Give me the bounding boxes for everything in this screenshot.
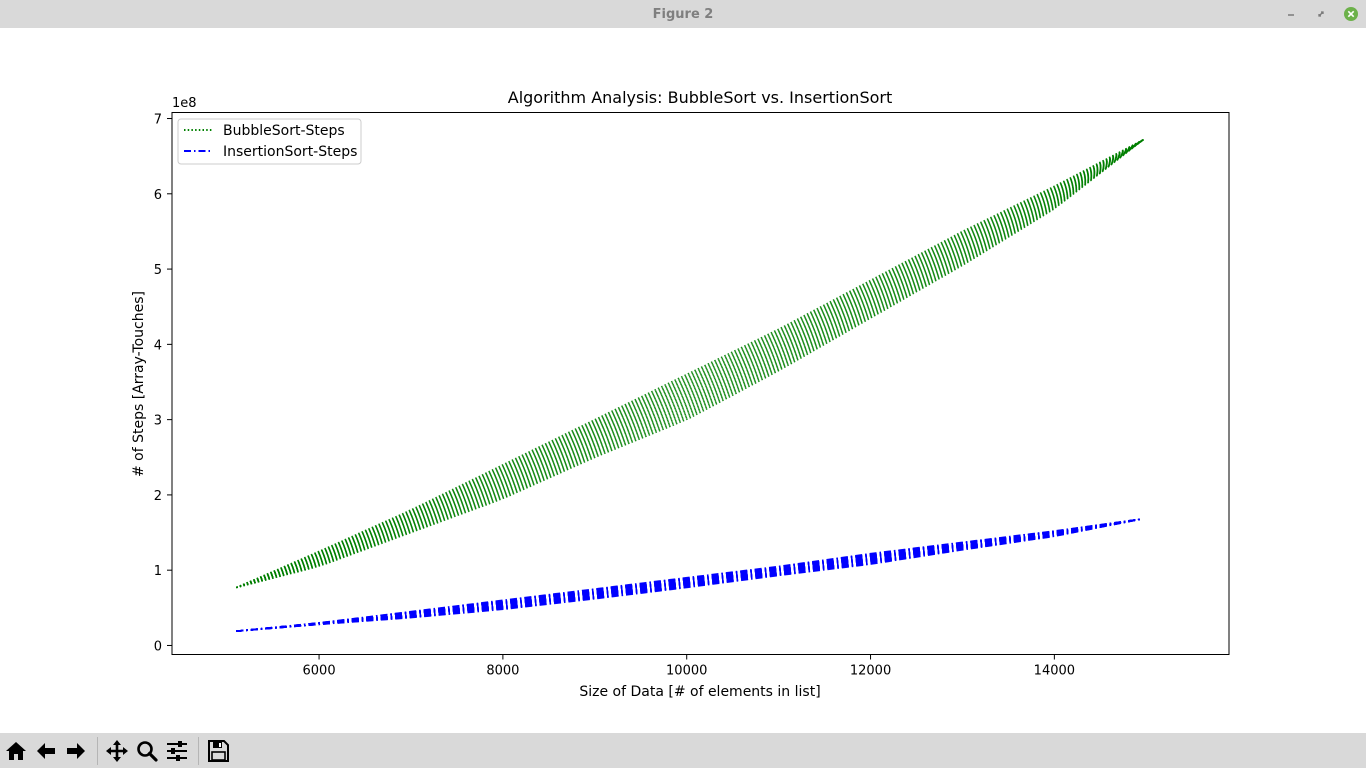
legend-box	[177, 118, 362, 165]
zoom-button[interactable]	[134, 737, 160, 765]
legend-label-insertionsort: InsertionSort-Steps	[223, 144, 357, 160]
save-floppy-icon	[208, 740, 229, 762]
y-axis-ticks: 0 1 2 3 4 5 6 7	[154, 113, 172, 654]
series-line	[236, 138, 1144, 589]
series-line	[236, 138, 1144, 589]
x-tick-label: 6000	[303, 664, 336, 679]
x-axis-ticks: 6000 8000 10000 12000 14000	[303, 654, 1075, 679]
y-tick-label: 5	[154, 263, 162, 278]
series-line	[236, 139, 1144, 589]
series-line	[236, 138, 1144, 589]
series-line	[236, 138, 1144, 589]
y-offset-label: 1e8	[172, 96, 197, 111]
x-tick-label: 8000	[486, 664, 519, 679]
series-line	[236, 138, 1144, 589]
series-line	[236, 138, 1144, 589]
x-tick-label: 12000	[850, 664, 891, 679]
home-icon	[6, 742, 26, 760]
series-line	[236, 138, 1144, 589]
legend-label-bubblesort: BubbleSort-Steps	[223, 123, 345, 139]
series-line	[236, 138, 1144, 589]
y-tick-label: 6	[154, 188, 162, 203]
series-line	[236, 138, 1144, 589]
configure-subplots-icon	[167, 741, 187, 761]
y-tick-label: 7	[154, 113, 162, 128]
series-line	[236, 138, 1144, 589]
toolbar-separator	[198, 737, 199, 765]
series-line	[236, 518, 1142, 632]
close-button[interactable]	[1342, 5, 1359, 22]
chart-title: Algorithm Analysis: BubbleSort vs. Inser…	[508, 88, 892, 107]
close-icon	[1343, 6, 1358, 21]
y-tick-label: 2	[154, 489, 162, 504]
window-titlebar: Figure 2	[0, 0, 1366, 28]
forward-button[interactable]	[63, 737, 89, 765]
window-title: Figure 2	[652, 7, 714, 22]
series-line	[236, 138, 1144, 589]
y-tick-label: 3	[154, 414, 162, 429]
series-bubblesort-steps	[236, 138, 1144, 589]
series-line	[236, 138, 1144, 589]
forward-arrow-icon	[67, 743, 85, 759]
series-line	[236, 138, 1144, 589]
toolbar-separator	[97, 737, 98, 765]
maximize-button[interactable]	[1312, 5, 1329, 22]
y-tick-label: 4	[154, 338, 162, 353]
home-button[interactable]	[3, 737, 29, 765]
series-insertionsort-steps	[236, 518, 1142, 632]
y-tick-label: 1	[154, 564, 162, 579]
series-line	[236, 138, 1144, 589]
series-line	[236, 138, 1144, 589]
y-axis-label: # of Steps [Array-Touches]	[131, 291, 147, 477]
series-line	[236, 138, 1144, 589]
x-axis-label: Size of Data [# of elements in list]	[579, 684, 820, 700]
series-line	[236, 138, 1144, 589]
restore-icon	[1317, 10, 1324, 17]
configure-subplots-button[interactable]	[164, 737, 190, 765]
x-tick-label: 14000	[1034, 664, 1075, 679]
pan-move-icon	[106, 740, 128, 762]
chart-svg: 6000 8000 10000 12000 14000 0 1 2 3 4 5 6 7 Algorit…	[131, 88, 1230, 700]
x-tick-label: 10000	[666, 664, 707, 679]
series-line	[236, 138, 1144, 589]
save-button[interactable]	[205, 737, 231, 765]
minimize-icon	[1287, 13, 1294, 16]
back-arrow-icon	[37, 743, 55, 759]
series-line	[236, 138, 1144, 589]
zoom-magnifier-icon	[137, 741, 158, 762]
legend: BubbleSort-Steps InsertionSort-Steps	[177, 118, 362, 165]
axes-frame	[171, 112, 1230, 655]
pan-button[interactable]	[104, 737, 130, 765]
series-line	[236, 138, 1144, 589]
series-bands	[236, 138, 1144, 632]
series-line	[236, 138, 1144, 589]
series-line	[236, 139, 1144, 589]
back-button[interactable]	[33, 737, 59, 765]
figure-canvas[interactable]: 6000 8000 10000 12000 14000 0 1 2 3 4 5 6 7 Algorit…	[0, 28, 1366, 733]
series-line	[236, 138, 1144, 589]
series-line	[236, 139, 1144, 589]
minimize-button[interactable]	[1282, 5, 1299, 22]
series-line	[236, 138, 1144, 589]
navigation-toolbar	[0, 733, 1366, 768]
y-tick-label: 0	[154, 639, 162, 654]
